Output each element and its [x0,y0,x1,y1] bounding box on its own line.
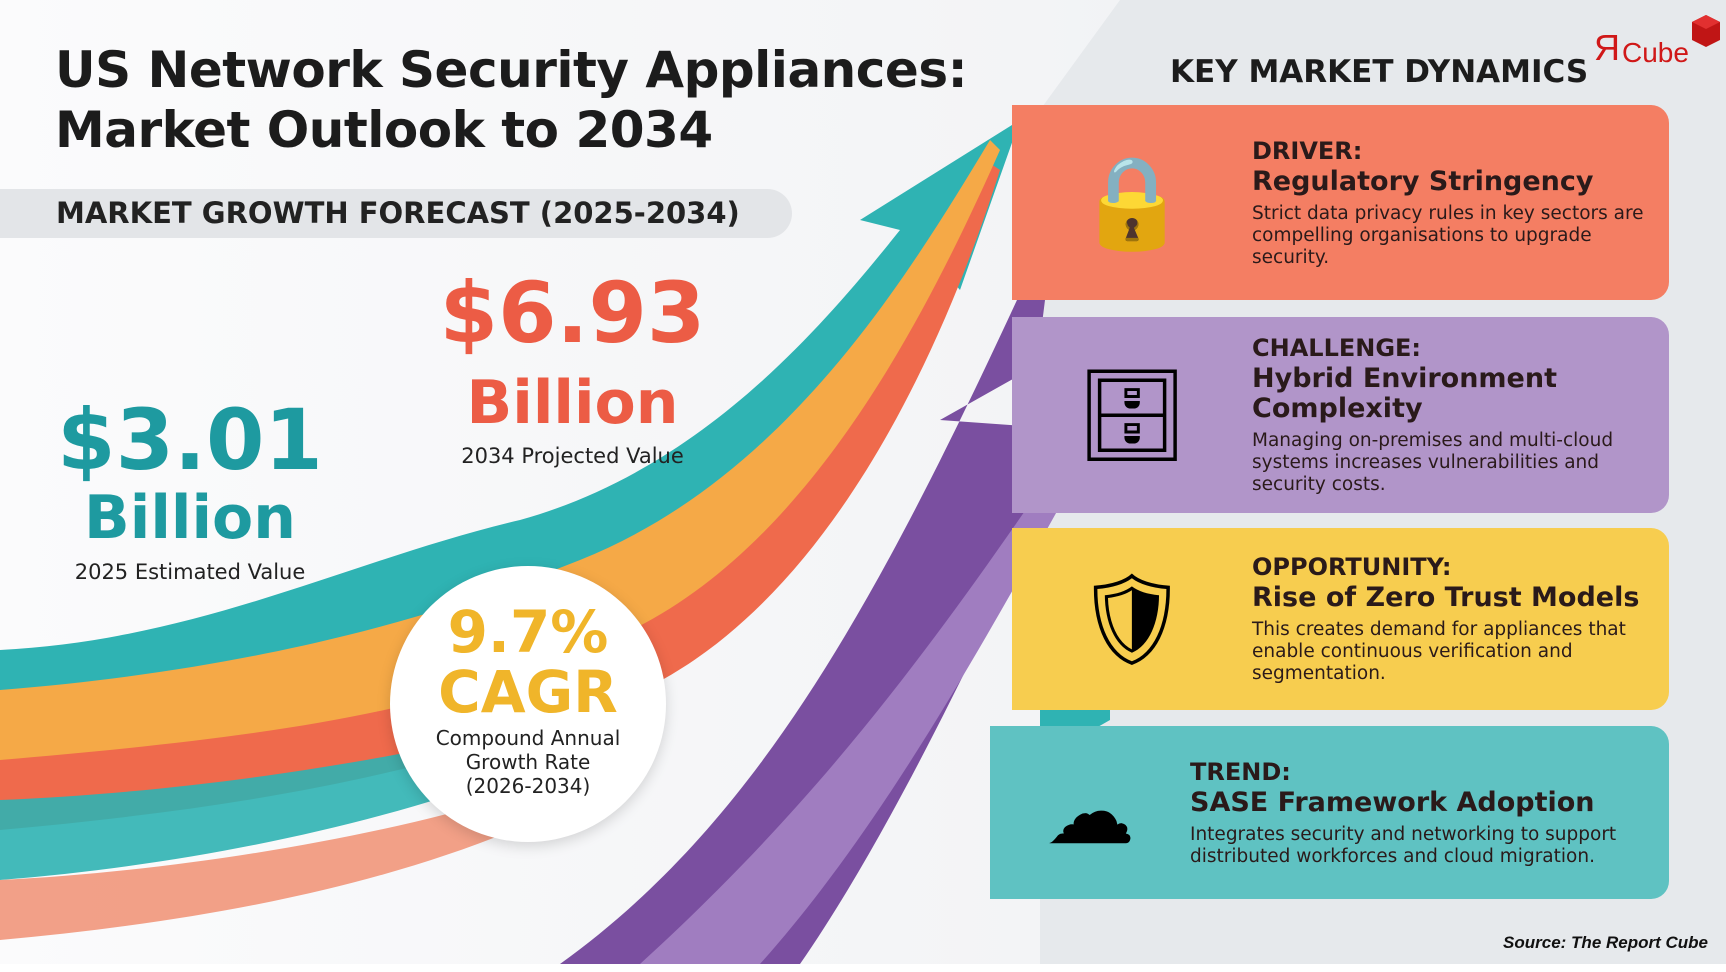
card-title: Rise of Zero Trust Models [1252,582,1640,613]
source-note: Source: The Report Cube [1503,933,1708,952]
card-title: SASE Framework Adoption [1190,786,1595,818]
card-desc: This creates demand for appliances that … [1252,619,1626,684]
title-line-1: US Network Security Appliances: [55,41,968,99]
projected-label: 2034 Projected Value [461,444,684,468]
card-title: Regulatory Stringency [1252,165,1594,197]
wave-orange-low [0,780,580,940]
report-cube-logo: Я Cube [1594,15,1720,68]
card-opportunity: 🛡 OPPORTUNITY: Rise of Zero Trust Models… [1012,528,1669,710]
projected-unit: Billion [466,368,679,438]
svg-text:Я: Я [1594,27,1620,68]
card-tag: DRIVER: [1252,136,1363,165]
estimated-value: $3.01 [57,391,323,489]
card-desc: Integrates security and networking to su… [1190,823,1617,867]
cagr-value: 9.7% [447,598,609,666]
server-cloud-icon: 🗄 [1074,362,1190,468]
card-title: Hybrid Environment Complexity [1252,363,1558,424]
estimated-label: 2025 Estimated Value [74,560,306,584]
shield-check-icon: 🛡 [1074,566,1190,672]
cagr-circle: 9.7% CAGR Compound Annual Growth Rate (2… [390,566,666,842]
card-tag: TREND: [1190,757,1291,786]
card-trend: ☁ TREND: SASE Framework Adoption Integra… [990,726,1669,899]
card-desc: Strict data privacy rules in key sectors… [1252,202,1644,268]
cagr-label: CAGR [438,658,618,726]
card-tag: CHALLENGE: [1252,334,1422,362]
title-line-2: Market Outlook to 2034 [55,101,713,159]
wave-purple [560,250,1100,964]
page-title: US Network Security Appliances: Market O… [55,40,968,160]
card-desc: Managing on-premises and multi-cloud sys… [1252,430,1614,495]
cloud-network-icon: ☁ [1045,760,1135,865]
estimated-unit: Billion [84,483,296,553]
dynamics-heading: KEY MARKET DYNAMICS [1170,54,1589,90]
projected-value: $6.93 [439,264,706,362]
cagr-desc-1: Compound Annual [435,726,621,750]
card-tag: OPPORTUNITY: [1252,553,1452,581]
svg-text:Cube: Cube [1622,37,1689,68]
cagr-desc-2: Growth Rate [465,750,591,774]
subtitle-band: MARKET GROWTH FORECAST (2025-2034) [0,189,792,238]
cagr-period: (2026-2034) [465,774,591,798]
padlock-icon: 🔒 [1075,150,1189,255]
card-driver: 🔒 DRIVER: Regulatory Stringency Strict d… [1012,105,1669,300]
card-challenge: 🗄 CHALLENGE: Hybrid Environment Complexi… [1012,317,1669,513]
